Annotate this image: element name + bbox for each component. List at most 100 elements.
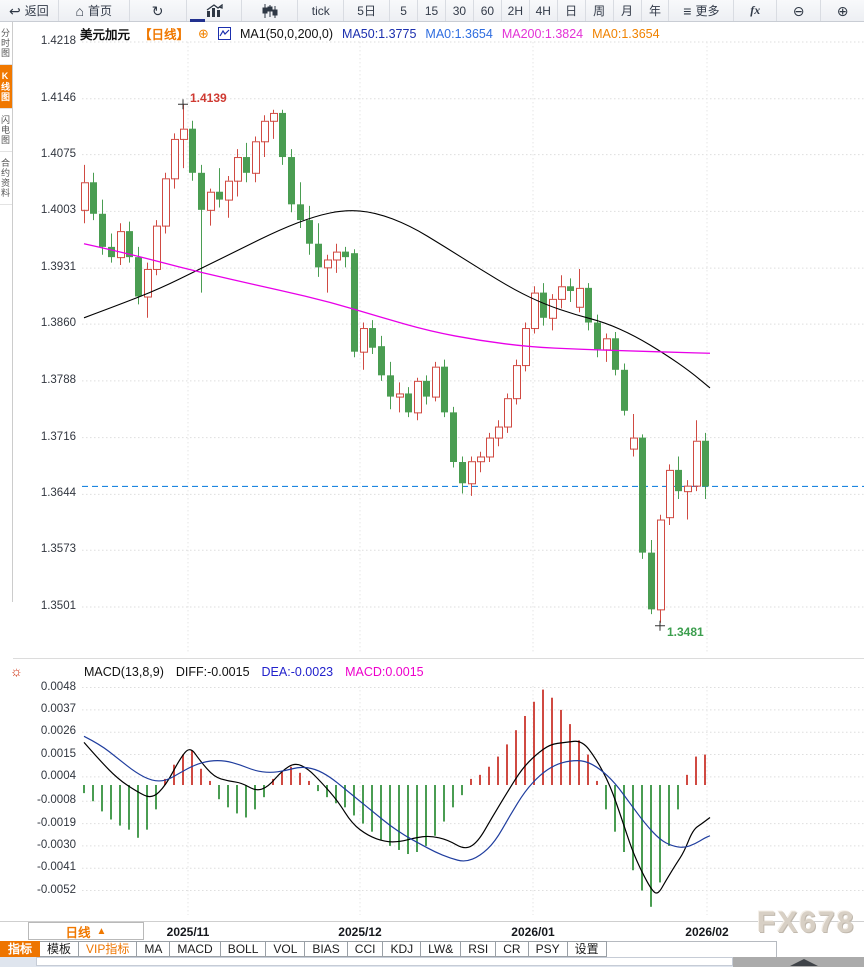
home-label: 首页 bbox=[88, 4, 113, 18]
diff-value: DIFF:-0.0015 bbox=[175, 665, 250, 679]
tab-MA[interactable]: MA bbox=[137, 941, 171, 957]
tab-MACD[interactable]: MACD bbox=[170, 941, 221, 957]
scrollbar-track[interactable] bbox=[36, 957, 733, 966]
tab-BOLL[interactable]: BOLL bbox=[220, 941, 267, 957]
y-axis-tick: 1.4218 bbox=[40, 35, 76, 47]
macd-y-axis-tick: 0.0048 bbox=[40, 680, 76, 693]
tab-PSY[interactable]: PSY bbox=[528, 941, 568, 957]
dea-value: DEA:-0.0023 bbox=[261, 665, 334, 679]
macd-title: MACD(13,8,9) bbox=[84, 665, 164, 679]
macd-y-axis-tick: -0.0052 bbox=[36, 883, 76, 896]
high-price-annotation: 1.4139 bbox=[190, 91, 227, 106]
timeframe-5m-button[interactable]: 5 bbox=[390, 0, 419, 21]
macd-y-axis-tick: 0.0037 bbox=[40, 702, 76, 715]
ma0-value: MA0:1.3654 bbox=[425, 26, 493, 41]
back-arrow-icon: ↩ bbox=[9, 2, 21, 19]
sidebar-item-分时图[interactable]: 分时图 bbox=[0, 22, 12, 65]
period-selector-label: 日线 bbox=[65, 925, 91, 940]
sidebar-item-闪电图[interactable]: 闪电图 bbox=[0, 109, 12, 152]
tab-VOL[interactable]: VOL bbox=[266, 941, 306, 957]
zoom-out-button[interactable]: ⊖ bbox=[777, 0, 822, 21]
horizontal-scrollbar[interactable] bbox=[0, 957, 864, 967]
indicator-tab-bar: 指标 模板 VIP指标 MA MACD BOLL VOL BIAS CCI KDJ LW& RSI CR… bbox=[0, 941, 864, 958]
timeframe-2h-button[interactable]: 2H bbox=[502, 0, 530, 21]
tab-VIP指标[interactable]: VIP指标 bbox=[79, 941, 138, 957]
tab-LW&[interactable]: LW& bbox=[421, 941, 462, 957]
symbol-name: 美元加元 bbox=[80, 28, 131, 42]
candlestick-icon bbox=[262, 3, 278, 18]
period-selector-button[interactable]: 日线 ▲ bbox=[28, 922, 144, 940]
back-label: 返回 bbox=[24, 4, 49, 18]
tf-month-label: 月 bbox=[621, 4, 634, 18]
zoom-out-icon: ⊖ bbox=[792, 2, 805, 19]
period-label: 【日线】 bbox=[139, 28, 190, 42]
candlestick-chart-button[interactable] bbox=[242, 0, 299, 21]
tab-指标[interactable]: 指标 bbox=[0, 941, 41, 957]
y-axis-tick: 1.4146 bbox=[40, 91, 76, 104]
x-axis-row bbox=[0, 921, 864, 941]
timeframe-4h-button[interactable]: 4H bbox=[530, 0, 558, 21]
y-axis-tick: 1.4075 bbox=[40, 147, 76, 160]
scroll-up-arrow-icon[interactable] bbox=[790, 959, 818, 966]
top-toolbar: ↩ 返回 ⌂ 首页 ↻ tick bbox=[0, 0, 864, 22]
panel-divider bbox=[13, 658, 864, 659]
fx-icon: fx bbox=[750, 3, 761, 17]
y-axis-tick: 1.3860 bbox=[40, 317, 76, 330]
tf-year-label: 年 bbox=[648, 4, 661, 18]
refresh-icon: ↻ bbox=[151, 2, 164, 19]
toolbar-active-underline bbox=[190, 19, 205, 22]
macd-y-axis-tick: -0.0019 bbox=[36, 816, 76, 829]
timeframe-week-button[interactable]: 周 bbox=[586, 0, 614, 21]
tf-5m-label: 5 bbox=[400, 3, 407, 18]
timeframe-tick-button[interactable]: tick bbox=[298, 0, 345, 21]
tab-KDJ[interactable]: KDJ bbox=[383, 941, 422, 957]
chart-type-sidebar: 分时图 K线图 闪电图 合约资料 bbox=[0, 22, 13, 602]
y-axis-tick: 1.3573 bbox=[40, 543, 76, 556]
refresh-button[interactable]: ↻ bbox=[130, 0, 187, 21]
timeframe-30m-button[interactable]: 30 bbox=[446, 0, 474, 21]
home-button[interactable]: ⌂ 首页 bbox=[59, 0, 130, 21]
sidebar-item-合约资料[interactable]: 合约资料 bbox=[0, 152, 12, 205]
x-axis-label: 2025/12 bbox=[338, 925, 382, 939]
zoom-in-button[interactable]: ⊕ bbox=[821, 0, 864, 21]
tab-CR[interactable]: CR bbox=[496, 941, 529, 957]
tf-60m-label: 60 bbox=[480, 3, 495, 18]
tab-设置[interactable]: 设置 bbox=[567, 941, 607, 957]
macd-y-axis-tick: 0.0026 bbox=[40, 725, 76, 738]
macd-value: MACD:0.0015 bbox=[345, 665, 424, 679]
y-axis-tick: 1.3716 bbox=[40, 430, 76, 443]
chevron-up-icon: ▲ bbox=[96, 925, 107, 937]
home-icon: ⌂ bbox=[75, 2, 84, 19]
back-button[interactable]: ↩ 返回 bbox=[0, 0, 59, 21]
more-button[interactable]: ≡ 更多 bbox=[669, 0, 735, 21]
x-axis-label: 2026/01 bbox=[511, 925, 555, 939]
tab-RSI[interactable]: RSI bbox=[461, 941, 497, 957]
timeframe-60m-button[interactable]: 60 bbox=[474, 0, 502, 21]
timeframe-year-button[interactable]: 年 bbox=[642, 0, 670, 21]
mini-chart-icon bbox=[217, 27, 231, 40]
tab-模板[interactable]: 模板 bbox=[40, 941, 80, 957]
tab-BIAS[interactable]: BIAS bbox=[305, 941, 348, 957]
timeframe-15m-button[interactable]: 15 bbox=[418, 0, 446, 21]
timeframe-day-button[interactable]: 日 bbox=[558, 0, 586, 21]
indicator-settings-icon[interactable]: ☼ bbox=[10, 663, 23, 679]
timeframe-month-button[interactable]: 月 bbox=[614, 0, 642, 21]
fx678-watermark: FX678 bbox=[757, 906, 856, 939]
main-chart-header: 美元加元 【日线】 ⊕ MA1(50,0,200,0) MA50:1.3775 … bbox=[80, 24, 660, 43]
tab-bar-filler bbox=[606, 941, 777, 958]
timeframe-5d-button[interactable]: 5日 bbox=[344, 0, 391, 21]
x-axis-label: 2025/11 bbox=[166, 925, 210, 939]
tab-CCI[interactable]: CCI bbox=[347, 941, 384, 957]
add-overlay-icon[interactable]: ⊕ bbox=[198, 25, 209, 41]
ma0-current-value: MA0:1.3654 bbox=[592, 26, 660, 41]
zoom-in-icon: ⊕ bbox=[836, 2, 849, 19]
sidebar-item-K线图[interactable]: K线图 bbox=[0, 65, 12, 109]
trend-chart-button[interactable] bbox=[187, 0, 243, 21]
macd-y-axis-tick: -0.0041 bbox=[36, 861, 76, 874]
tf-day-label: 日 bbox=[565, 4, 578, 18]
trend-chart-icon bbox=[206, 4, 223, 17]
tf-2h-label: 2H bbox=[507, 3, 523, 18]
formula-fx-button[interactable]: fx bbox=[734, 0, 778, 21]
